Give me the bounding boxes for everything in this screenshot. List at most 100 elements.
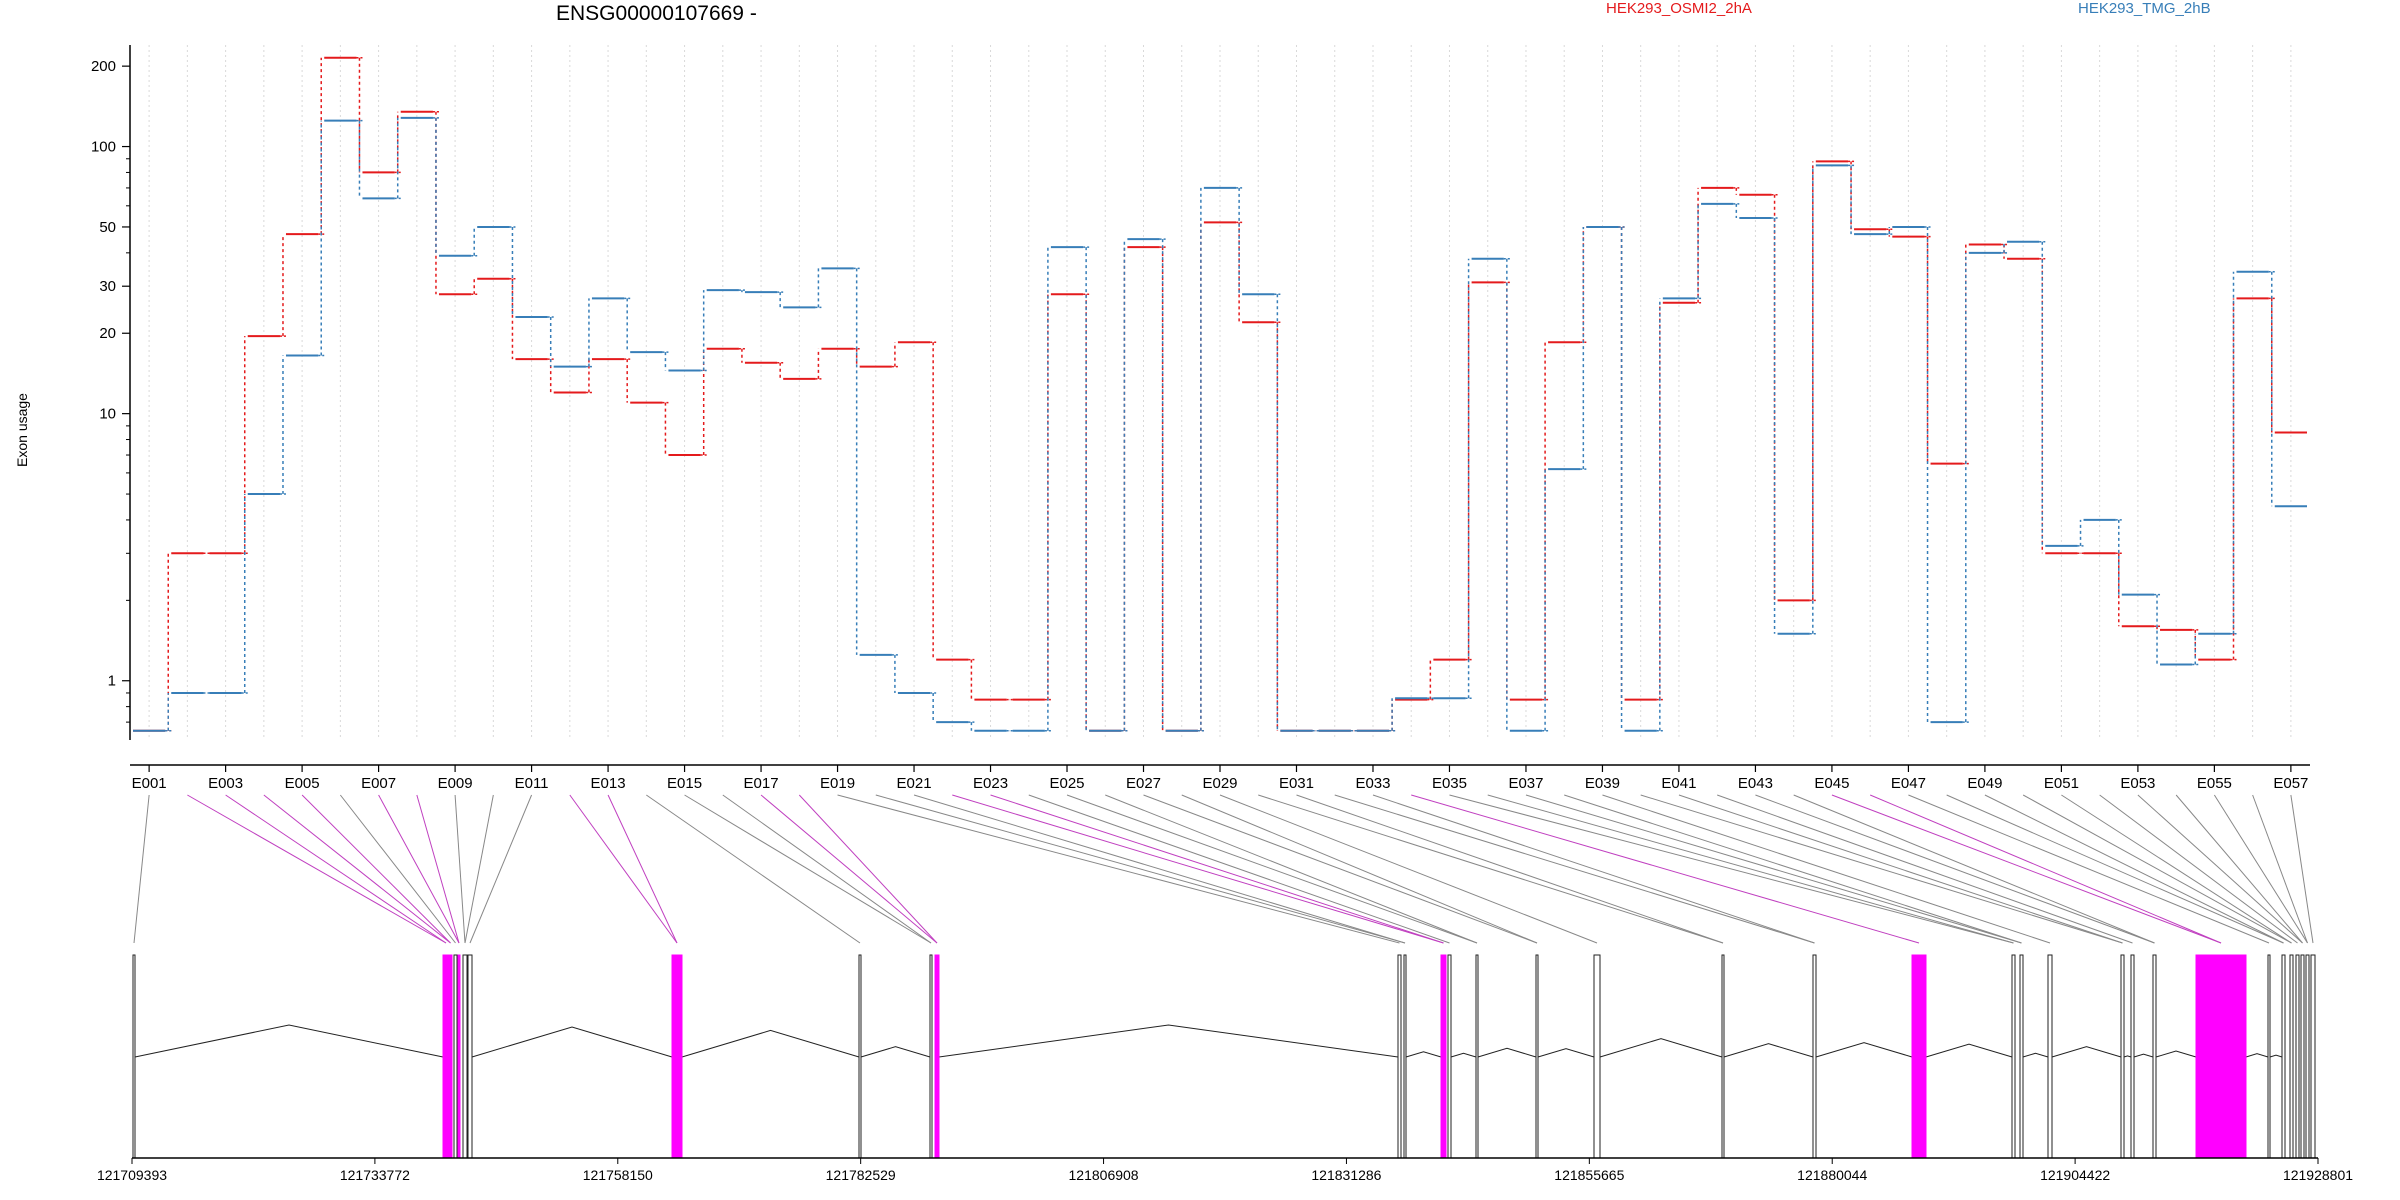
x-tick-label: E029: [1202, 775, 1237, 792]
exon-connector: [1181, 794, 1538, 944]
grid-lines: [148, 45, 2292, 740]
y-tick-label: 10: [99, 406, 116, 423]
exon-block: [2152, 954, 2157, 1159]
exon-connector: [225, 794, 447, 944]
x-tick-label: E025: [1049, 775, 1084, 792]
exon-block: [858, 954, 862, 1159]
exon-connector: [1258, 794, 1724, 944]
x-tick-label: E057: [2273, 775, 2308, 792]
intron-line: [2245, 1053, 2269, 1058]
gene-model: [132, 954, 2318, 1159]
x-tick-label: E043: [1738, 775, 1773, 792]
coordinate-label: 121928801: [2283, 1167, 2353, 1183]
x-tick-label: E005: [285, 775, 320, 792]
genomic-coordinates: 121709393 121733772 121758150 121782529 1218…: [97, 1158, 2353, 1183]
exon-connector: [875, 794, 1406, 944]
intron-line: [1477, 1047, 1537, 1058]
exon-block-highlighted: [448, 954, 453, 1159]
exon-block: [467, 954, 473, 1159]
coordinate-label: 121806908: [1069, 1167, 1139, 1183]
coordinate-label: 121855665: [1554, 1167, 1624, 1183]
exon-block: [1535, 954, 1539, 1159]
x-tick-label: E049: [1967, 775, 2002, 792]
exon-connector: [1334, 794, 1815, 944]
exon-connector: [646, 794, 861, 944]
x-tick-label: E033: [1355, 775, 1390, 792]
exon-connector: [1755, 794, 2155, 944]
x-tick-label: E039: [1585, 775, 1620, 792]
exon-connector: [837, 794, 1400, 944]
x-tick-label: E027: [1126, 775, 1161, 792]
axes: 1 10 20 30 50 100 200 E001 E003 E005 E007 E009 E011 E…: [91, 45, 2310, 792]
intron-line: [1723, 1043, 1814, 1058]
exon-connector: [1793, 794, 2155, 944]
exon-connector: [2061, 794, 2292, 944]
intron-line: [1537, 1048, 1595, 1058]
exon-block-highlighted: [1440, 954, 1447, 1159]
exon-block: [1447, 954, 1452, 1159]
exon-connector: [684, 794, 932, 944]
x-tick-label: E003: [208, 775, 243, 792]
exon-block: [1475, 954, 1479, 1159]
exon-connector: [301, 794, 451, 944]
intron-line: [1815, 1042, 1913, 1058]
chart-title: ENSG00000107669 -: [556, 2, 757, 25]
exon-block: [2130, 954, 2135, 1159]
y-tick-label: 20: [99, 325, 116, 342]
exon-block: [2047, 954, 2053, 1159]
exon-connector: [1105, 794, 1478, 944]
exon-block: [132, 954, 136, 1159]
series-2: [133, 116, 2307, 732]
y-tick-label: 50: [99, 219, 116, 236]
exon-connector: [1831, 794, 2222, 944]
exon-connector: [1946, 794, 2284, 944]
exon-block: [929, 954, 933, 1159]
exon-block: [462, 954, 468, 1159]
x-tick-label: E001: [132, 775, 167, 792]
exon-connector: [187, 794, 447, 944]
exon-block: [453, 954, 458, 1159]
exon-connector: [722, 794, 932, 944]
exon-block: [2281, 954, 2286, 1159]
x-tick-label: E053: [2120, 775, 2155, 792]
exon-connector: [607, 794, 678, 944]
exon-connector: [454, 794, 466, 944]
intron-line: [1925, 1043, 2013, 1058]
intron-line: [2133, 1053, 2154, 1058]
x-tick-label: E015: [667, 775, 702, 792]
exon-connector: [133, 794, 150, 944]
x-tick-label: E037: [1508, 775, 1543, 792]
intron-line: [2022, 1052, 2049, 1058]
intron-line: [681, 1029, 860, 1058]
y-tick-label: 30: [99, 278, 116, 295]
exon-connector: [1449, 794, 2014, 944]
coordinate-label: 121831286: [1311, 1167, 1381, 1183]
exon-block: [1403, 954, 1407, 1159]
exon-connector: [1984, 794, 2284, 944]
x-tick-label: E019: [820, 775, 855, 792]
exon-connector: [760, 794, 938, 944]
exon-connectors: [133, 794, 2314, 944]
x-tick-label: E009: [438, 775, 473, 792]
x-tick-label: E021: [897, 775, 932, 792]
exon-block: [2011, 954, 2016, 1159]
exon-connector: [378, 794, 460, 944]
x-tick-label: E055: [2197, 775, 2232, 792]
coordinate-label: 121733772: [340, 1167, 410, 1183]
exon-connector: [2099, 794, 2298, 944]
exon-block: [1593, 954, 1601, 1159]
exon-connector: [2175, 794, 2303, 944]
x-tick-label: E035: [1432, 775, 1467, 792]
exon-connector: [1869, 794, 2222, 944]
intron-line: [1599, 1038, 1723, 1058]
x-tick-label: E045: [1814, 775, 1849, 792]
exon-connector: [469, 794, 533, 944]
exon-connector: [1296, 794, 1724, 944]
exon-block-highlighted: [457, 954, 461, 1159]
exon-connector: [2137, 794, 2303, 944]
exon-connector: [990, 794, 1444, 944]
exon-connector: [1564, 794, 2022, 944]
intron-line: [2051, 1046, 2122, 1058]
legend-series-1: HEK293_OSMI2_2hA: [1606, 0, 1752, 17]
